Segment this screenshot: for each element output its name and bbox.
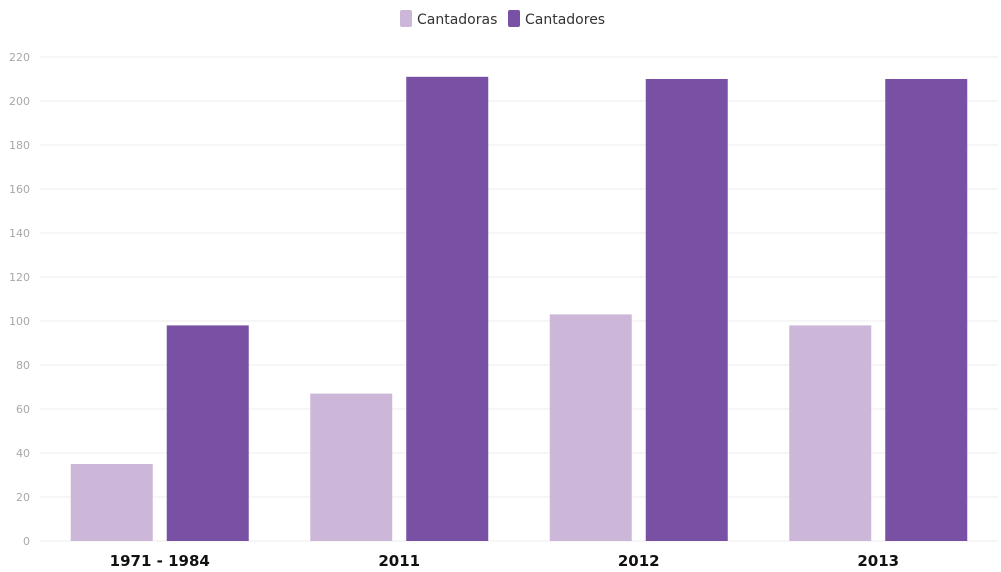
x-axis: 1971 - 1984 2011 2012 2013 (110, 552, 899, 570)
y-tick-label: 0 (23, 535, 30, 548)
x-tick-label: 2011 (378, 552, 420, 570)
bar-cantadores-2012 (645, 79, 728, 541)
bar-cantadoras-2011 (310, 393, 393, 541)
y-tick-label: 220 (9, 51, 30, 64)
y-tick-label: 180 (9, 139, 30, 152)
x-tick-label: 2012 (618, 552, 660, 570)
legend-label-cantadores: Cantadores (525, 12, 605, 28)
bar-cantadoras-2012 (549, 314, 632, 541)
y-tick-label: 120 (9, 271, 30, 284)
bars (70, 76, 968, 542)
y-tick-label: 200 (9, 95, 30, 108)
y-tick-label: 40 (16, 447, 30, 460)
bar-cantadores-2011 (406, 76, 489, 542)
bar-cantadoras-2013 (789, 325, 872, 541)
x-tick-label: 2013 (857, 552, 899, 570)
legend-swatch-cantadoras (400, 10, 412, 27)
y-tick-label: 60 (16, 403, 30, 416)
y-tick-label: 140 (9, 227, 30, 240)
y-tick-label: 100 (9, 315, 30, 328)
legend: Cantadoras Cantadores (400, 10, 605, 28)
bar-cantadores-2013 (885, 79, 968, 541)
y-tick-label: 160 (9, 183, 30, 196)
bar-cantadoras-1971-1984 (70, 464, 153, 541)
legend-label-cantadoras: Cantadoras (417, 12, 497, 28)
x-tick-label: 1971 - 1984 (110, 552, 210, 570)
y-tick-label: 20 (16, 491, 30, 504)
legend-swatch-cantadores (508, 10, 520, 27)
y-axis: 0 20 40 60 80 100 120 140 160 180 200 220 (9, 51, 30, 548)
y-tick-label: 80 (16, 359, 30, 372)
bar-cantadores-1971-1984 (166, 325, 249, 541)
